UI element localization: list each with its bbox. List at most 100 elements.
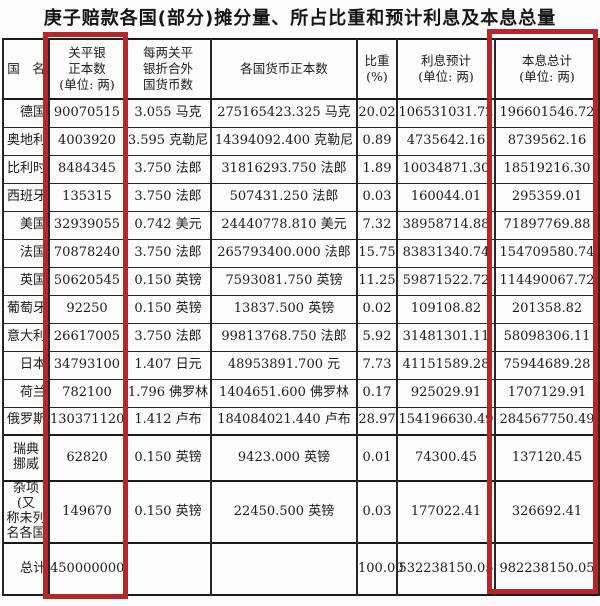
cell-total: 18519216.30	[494, 154, 600, 184]
table-row: 比利时 8484345 3.750 法郎 31816293.750 法郎 1.89 100…	[2, 154, 600, 184]
cell-foreign: 1404651.600 佛罗林	[210, 378, 358, 408]
header-country: 国 名	[2, 38, 50, 100]
cell-interest: 59871522.72	[396, 266, 496, 296]
cell-silver: 50620545	[48, 266, 126, 296]
table-row: 德国 90070515 3.055 马克 275165423.325 马克 20.02 1…	[2, 98, 600, 128]
cell-interest: 74300.45	[396, 434, 496, 482]
table-row: 杂项(又 称未列 名各国 149670 0.150 英镑 22450.500 英镑 0.…	[2, 480, 600, 544]
table-row: 葡萄牙 92250 0.150 英镑 13837.500 英镑 0.02 109108.8…	[2, 294, 600, 324]
cell-pct: 15.75	[356, 238, 398, 268]
cell-pct: 0.17	[356, 378, 398, 408]
cell-rate: 3.750 法郎	[124, 154, 212, 184]
cell-silver: 130371120	[48, 406, 126, 436]
cell-rate: 3.750 法郎	[124, 238, 212, 268]
cell-rate: 1.407 日元	[124, 350, 212, 380]
header-interest: 利息预计 (单位: 两)	[396, 38, 496, 100]
cell-total: 154709580.74	[494, 238, 600, 268]
cell-silver: 62820	[48, 434, 126, 482]
cell-total: 196601546.72	[494, 98, 600, 128]
cell-pct: 0.89	[356, 126, 398, 156]
cell-total: 326692.41	[494, 480, 600, 544]
cell-rate: 3.750 法郎	[124, 182, 212, 212]
table-row: 英国 50620545 0.150 英镑 7593081.750 英镑 11.25 598…	[2, 266, 600, 296]
cell-pct: 1.89	[356, 154, 398, 184]
cell-interest: 41151589.28	[396, 350, 496, 380]
cell-total: 1707129.91	[494, 378, 600, 408]
cell-pct: 0.03	[356, 480, 398, 544]
cell-foreign: 275165423.325 马克	[210, 98, 358, 128]
indemnity-table: 国 名 关平银 正本数 (单位: 两) 每两关平 银折合外 国货币数 各国货币正…	[2, 38, 600, 596]
table-row: 奥地利 4003920 3.595 克勒尼 14394092.400 克勒尼 0.89 4…	[2, 126, 600, 156]
cell-pct: 7.73	[356, 350, 398, 380]
cell-total: 201358.82	[494, 294, 600, 324]
table-body: 德国 90070515 3.055 马克 275165423.325 马克 20.02 1…	[2, 98, 600, 596]
cell-pct: 5.92	[356, 322, 398, 352]
table-row: 西班牙 135315 3.750 法郎 507431.250 法郎 0.03 160044…	[2, 182, 600, 212]
cell-interest: 106531031.72	[396, 98, 496, 128]
cell-foreign: 24440778.810 美元	[210, 210, 358, 240]
cell-name: 总计	[2, 542, 50, 596]
cell-name: 美国	[2, 210, 50, 240]
cell-rate: 0.150 英镑	[124, 480, 212, 544]
cell-silver: 450000000	[48, 542, 126, 596]
cell-pct: 0.01	[356, 434, 398, 482]
cell-total: 71897769.88	[494, 210, 600, 240]
cell-foreign: 7593081.750 英镑	[210, 266, 358, 296]
cell-rate: 0.150 英镑	[124, 434, 212, 482]
cell-silver: 70878240	[48, 238, 126, 268]
cell-pct: 0.02	[356, 294, 398, 324]
cell-interest: 532238150.05	[396, 542, 496, 596]
cell-silver: 4003920	[48, 126, 126, 156]
header-silver-taels: 关平银 正本数 (单位: 两)	[48, 38, 126, 100]
cell-rate: 0.742 美元	[124, 210, 212, 240]
cell-name: 西班牙	[2, 182, 50, 212]
cell-foreign: 14394092.400 克勒尼	[210, 126, 358, 156]
cell-rate: 3.595 克勒尼	[124, 126, 212, 156]
cell-foreign: 31816293.750 法郎	[210, 154, 358, 184]
cell-name: 德国	[2, 98, 50, 128]
cell-pct: 7.32	[356, 210, 398, 240]
cell-total: 137120.45	[494, 434, 600, 482]
cell-rate: 3.750 法郎	[124, 322, 212, 352]
cell-foreign: 48953891.700 元	[210, 350, 358, 380]
cell-foreign: 265793400.000 法郎	[210, 238, 358, 268]
cell-interest: 31481301.11	[396, 322, 496, 352]
cell-name: 英国	[2, 266, 50, 296]
cell-silver: 8484345	[48, 154, 126, 184]
cell-rate	[124, 542, 212, 596]
cell-name: 杂项(又 称未列 名各国	[2, 480, 50, 544]
header-foreign-amount: 各国货币正本数	[210, 38, 358, 100]
table-row: 日本 34793100 1.407 日元 48953891.700 元 7.73 4115…	[2, 350, 600, 380]
table-row: 法国 70878240 3.750 法郎 265793400.000 法郎 15.75 8…	[2, 238, 600, 268]
cell-name: 意大利	[2, 322, 50, 352]
cell-pct: 100.00	[356, 542, 404, 596]
cell-silver: 90070515	[48, 98, 126, 128]
header-exchange-rate: 每两关平 银折合外 国货币数	[124, 38, 212, 100]
cell-foreign	[210, 542, 358, 596]
cell-name: 比利时	[2, 154, 50, 184]
cell-pct: 0.03	[356, 182, 398, 212]
header-total: 本息总计 (单位: 两)	[494, 38, 600, 100]
cell-silver: 149670	[48, 480, 126, 544]
header-row: 国 名 关平银 正本数 (单位: 两) 每两关平 银折合外 国货币数 各国货币正…	[2, 38, 600, 100]
cell-interest: 83831340.74	[396, 238, 496, 268]
cell-foreign: 184084021.440 卢布	[210, 406, 358, 436]
cell-interest: 38958714.88	[396, 210, 496, 240]
cell-interest: 925029.91	[396, 378, 496, 408]
table-row: 美国 32939055 0.742 美元 24440778.810 美元 7.32 389…	[2, 210, 600, 240]
cell-foreign: 99813768.750 法郎	[210, 322, 358, 352]
cell-silver: 135315	[48, 182, 126, 212]
cell-foreign: 507431.250 法郎	[210, 182, 358, 212]
cell-name: 瑞典 挪威	[2, 434, 50, 482]
cell-interest: 160044.01	[396, 182, 496, 212]
cell-rate: 3.055 马克	[124, 98, 212, 128]
cell-total: 75944689.28	[494, 350, 600, 380]
cell-rate: 0.150 英镑	[124, 294, 212, 324]
cell-total: 284567750.49	[494, 406, 600, 436]
table-row: 俄罗斯 130371120 1.412 卢布 184084021.440 卢布 28.9…	[2, 406, 600, 436]
cell-name: 日本	[2, 350, 50, 380]
cell-name: 奥地利	[2, 126, 50, 156]
cell-silver: 92250	[48, 294, 126, 324]
cell-total: 58098306.11	[494, 322, 600, 352]
cell-name: 法国	[2, 238, 50, 268]
